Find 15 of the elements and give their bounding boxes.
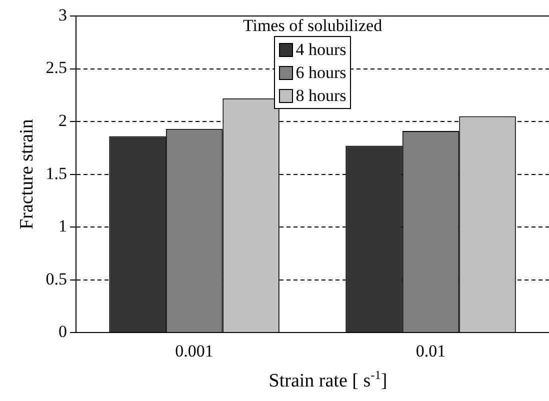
legend-label: 6 hours [294,62,346,84]
x-axis-title: Strain rate [ s$^{-1}$] [268,368,388,392]
legend-label: 4 hours [294,38,346,60]
y-tick-label: 2.5 [46,58,68,78]
x-tick-label: 0.001 [175,341,214,360]
y-axis-title: Fracture strain [16,118,38,230]
y-tick-label: 3 [58,5,68,24]
legend-label: 8 hours [294,84,346,106]
y-tick-label: 0 [58,322,68,342]
y-tick-label: 1 [58,216,68,236]
legend-title: Times of solubilized [242,16,384,36]
y-tick-label: 0.5 [46,269,68,288]
x-tick-label: 0.01 [416,341,446,360]
y-tick-label: 1.5 [46,164,68,183]
y-tick-label: 2 [58,111,68,130]
